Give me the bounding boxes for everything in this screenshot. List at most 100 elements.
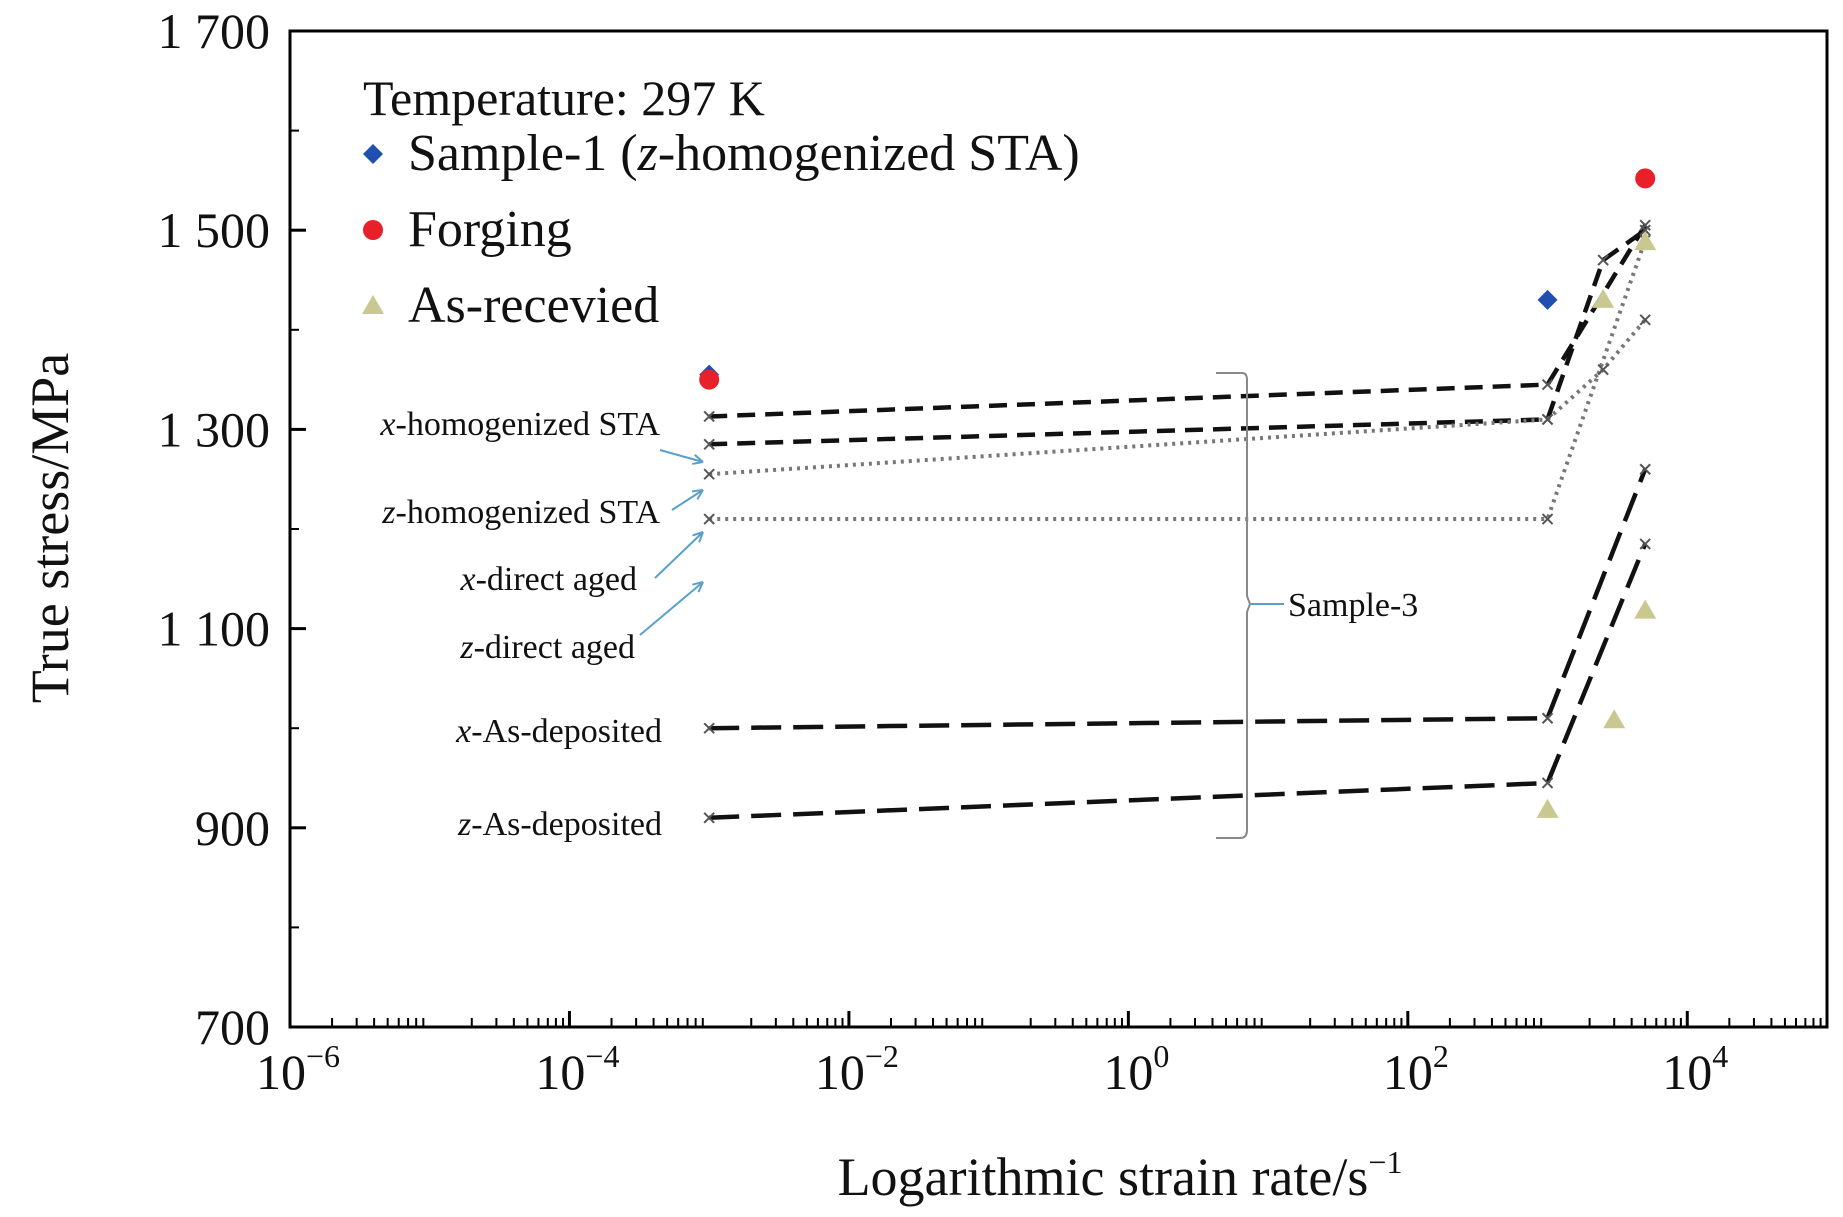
- series-lines: [709, 224, 1648, 821]
- line-point-marker: [1597, 363, 1609, 376]
- series-line: [709, 543, 1648, 821]
- legend-label-italic: z: [637, 125, 658, 182]
- annotation-arrowhead: [691, 453, 704, 465]
- data-point-circle: [363, 220, 383, 240]
- annotation-leader: [654, 531, 704, 579]
- line-point-marker: [703, 438, 715, 451]
- y-axis-title: True stress/MPa: [20, 353, 80, 704]
- data-point-triangle: [1592, 288, 1615, 308]
- x-tick-base: 10: [256, 1044, 306, 1100]
- legend-label-forging: Forging: [408, 201, 572, 258]
- annotation-leader: [639, 581, 704, 636]
- y-tick-label: 1 100: [158, 601, 271, 657]
- annotation-italic: z: [459, 629, 473, 666]
- line-point-marker: [703, 812, 715, 824]
- line-point-marker: [703, 410, 715, 423]
- series-line: [709, 224, 1648, 419]
- legend: Temperature: 297 K Sample-1 (z-homogeniz…: [362, 70, 1080, 334]
- line-point-marker: [1541, 777, 1554, 789]
- data-point-diamond: [363, 144, 383, 164]
- annotation-zda: z-direct aged: [459, 629, 635, 666]
- y-tick-label: 1 300: [158, 401, 271, 457]
- annotation-leader: [659, 449, 704, 463]
- x-tick-base: 10: [535, 1044, 585, 1100]
- line-point-marker: [1541, 513, 1554, 525]
- line-point-marker: [1639, 224, 1651, 236]
- data-point-triangle: [1603, 709, 1626, 729]
- x-axis-title-sup: −1: [1368, 1144, 1402, 1180]
- legend-label-text: Sample-1 (: [408, 125, 638, 182]
- x-tick-label: 102: [1383, 1038, 1449, 1100]
- line-point-marker: [703, 722, 715, 734]
- sample3-brace: [1216, 372, 1252, 839]
- annotation-italic: z: [457, 806, 471, 843]
- legend-label-sample1: Sample-1 (z-homogenized STA): [408, 125, 1080, 182]
- annotation-zhom: z-homogenized STA: [381, 494, 660, 531]
- annotation-arrowhead: [691, 489, 704, 500]
- x-tick-label: 10−6: [256, 1038, 340, 1100]
- annotation-arrowhead: [692, 581, 704, 593]
- annotation-text: -direct aged: [476, 561, 637, 598]
- x-tick-exp: 4: [1712, 1038, 1728, 1074]
- annotation-italic: z: [381, 494, 395, 531]
- annotation-s3: Sample-3: [1288, 587, 1418, 624]
- x-tick-label: 104: [1662, 1038, 1728, 1100]
- annotation-xhom: x-homogenized STA: [379, 406, 660, 443]
- line-point-marker: [1597, 254, 1609, 266]
- x-tick-exp: −6: [306, 1038, 340, 1074]
- annotation-arrowhead: [692, 531, 704, 543]
- series-markers: [699, 168, 1657, 824]
- annotation-text: Sample-3: [1288, 587, 1418, 624]
- x-tick-label: 10−4: [535, 1038, 619, 1100]
- line-point-marker: [1639, 538, 1651, 550]
- annotation-text: -direct aged: [474, 629, 635, 666]
- annotation-text: -homogenized STA: [396, 494, 661, 531]
- data-point-circle: [1635, 168, 1656, 189]
- annotation-zad: z-As-deposited: [457, 806, 662, 843]
- data-point-triangle: [1536, 798, 1559, 818]
- line-point-marker: [703, 468, 715, 480]
- series-line: [709, 239, 1648, 521]
- annotation-xda: x-direct aged: [460, 561, 638, 598]
- annotation-italic: x: [379, 406, 395, 443]
- annotation-text: -As-deposited: [471, 713, 662, 750]
- x-tick-exp: 0: [1153, 1038, 1169, 1074]
- annotation-text: -homogenized STA: [396, 406, 661, 443]
- x-tick-base: 10: [1662, 1044, 1712, 1100]
- data-point-triangle: [1634, 231, 1657, 251]
- line-point-marker: [703, 513, 715, 525]
- line-point-marker: [1541, 413, 1554, 426]
- legend-label-text-end: -homogenized STA): [658, 125, 1080, 182]
- x-tick-label: 10−2: [815, 1038, 899, 1100]
- x-tick-exp: −2: [865, 1038, 899, 1074]
- annotation-italic: x: [460, 561, 476, 598]
- legend-label-text: As-recevied: [408, 277, 659, 334]
- data-point-triangle: [1634, 599, 1657, 619]
- y-tick-label: 1 500: [158, 202, 271, 258]
- x-axis-title-main: Logarithmic strain rate/s: [838, 1147, 1369, 1207]
- annotation-text: -As-deposited: [471, 806, 662, 843]
- legend-title: Temperature: 297 K: [363, 70, 765, 126]
- axis-ticks: [288, 29, 1822, 1029]
- y-tick-label: 700: [195, 999, 270, 1055]
- data-point-circle: [699, 369, 720, 390]
- y-tick-label: 1 700: [158, 3, 271, 59]
- line-point-marker: [1541, 712, 1554, 724]
- x-tick-base: 10: [1103, 1044, 1153, 1100]
- x-tick-exp: 2: [1433, 1038, 1449, 1074]
- annotation-xad: x-As-deposited: [455, 713, 662, 750]
- line-point-marker: [1639, 219, 1651, 231]
- data-point-diamond: [1537, 289, 1558, 310]
- x-axis-title: Logarithmic strain rate/s−1: [838, 1144, 1403, 1207]
- y-tick-label: 900: [195, 800, 270, 856]
- x-tick-base: 10: [815, 1044, 865, 1100]
- x-tick-label: 100: [1103, 1038, 1169, 1100]
- line-point-marker: [1639, 463, 1651, 475]
- x-tick-exp: −4: [585, 1038, 619, 1074]
- legend-label-text: Forging: [408, 201, 572, 258]
- series-line: [709, 318, 1647, 477]
- data-point-triangle: [362, 295, 384, 314]
